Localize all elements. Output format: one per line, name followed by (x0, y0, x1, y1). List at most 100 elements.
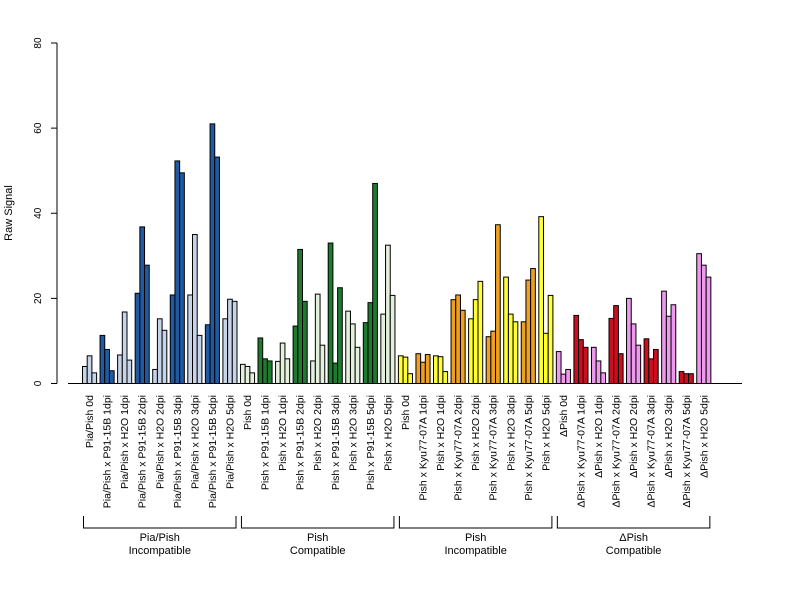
bar (231, 300, 238, 384)
x-tick-label: ΔPish 0d (558, 395, 570, 437)
bar (661, 290, 667, 384)
y-tick-label: 0 (33, 380, 44, 386)
bar (420, 361, 426, 384)
bar (332, 362, 339, 385)
bar (450, 299, 457, 385)
group-bracket (240, 516, 395, 529)
bar (459, 309, 466, 385)
bar (503, 276, 509, 384)
bar (678, 371, 685, 384)
x-tick-label: Pish 0d (242, 395, 254, 430)
x-tick-label: Pish x P91-15B 5dpi (365, 395, 377, 490)
bar (683, 373, 690, 385)
bar (555, 351, 562, 384)
group-label-line1: Pish (307, 532, 328, 544)
x-tick-label: Pish x Kyu77-07A 1dpi (418, 395, 430, 501)
bar (472, 299, 479, 385)
bar (538, 216, 544, 384)
bar (530, 268, 536, 384)
x-tick-label: Pish x H2O 1dpi (435, 395, 447, 471)
bar (512, 321, 519, 384)
bar (705, 276, 712, 384)
bar (385, 244, 391, 384)
bar (275, 360, 281, 384)
x-tick-label: ΔPish x Kyu77-07A 2dpi (611, 395, 623, 508)
bar (397, 355, 404, 385)
y-tick-label: 40 (33, 207, 44, 219)
group-label-line1: Pia/Pish (140, 532, 180, 544)
group-bracket (398, 516, 553, 529)
bar (239, 363, 246, 384)
y-tick-label: 80 (33, 37, 44, 49)
bar (204, 324, 211, 385)
bar (349, 323, 356, 385)
bar (560, 373, 567, 385)
x-tick-label: Pish x P91-15B 2dpi (295, 395, 307, 490)
bar (362, 322, 369, 384)
bar (630, 323, 637, 385)
bar (139, 226, 146, 384)
x-tick-label: Pia/Pish x P91-15B 5dpi (207, 395, 219, 508)
bar (543, 332, 549, 384)
y-axis-label: Raw Signal (3, 185, 15, 241)
bar (192, 234, 198, 384)
x-tick-label: Pia/Pish x P91-15B 1dpi (102, 395, 114, 508)
bar (424, 354, 431, 384)
bar (617, 353, 624, 384)
bar (670, 304, 677, 384)
bar (700, 264, 707, 384)
bars (82, 123, 712, 385)
x-tick-label: ΔPish x H2O 3dpi (663, 395, 675, 478)
bar (595, 360, 602, 384)
x-tick-label: Pish x H2O 3dpi (347, 395, 359, 471)
bar (108, 370, 115, 385)
bar (86, 355, 93, 385)
x-tick-label: ΔPish x H2O 2dpi (628, 395, 640, 478)
bar (314, 293, 321, 384)
bar (227, 298, 233, 385)
bar (485, 336, 492, 384)
group-label-line2: Compatible (290, 545, 346, 557)
bar (179, 172, 185, 384)
bar (468, 318, 474, 384)
bar (187, 294, 194, 384)
y-axis: 0 20 40 60 80 (33, 37, 58, 386)
bar (284, 358, 291, 385)
bar (389, 294, 396, 385)
bar (319, 344, 326, 385)
x-tick-label: Pish x H2O 5dpi (540, 395, 552, 471)
bar (327, 242, 334, 384)
x-tick-label: ΔPish x Kyu77-07A 5dpi (681, 395, 693, 508)
bar (337, 287, 343, 384)
bar (578, 339, 584, 384)
bar (648, 358, 654, 385)
bar (174, 160, 181, 384)
group-label-line1: Pish (465, 532, 486, 544)
bar (99, 334, 106, 385)
bar (626, 297, 632, 384)
x-tick-label: ΔPish x H2O 5dpi (698, 395, 710, 478)
bar (565, 368, 571, 385)
group-label-line2: Incompatible (129, 545, 191, 557)
bar (104, 348, 110, 385)
y-tick-label: 20 (33, 292, 44, 304)
group-label-line2: Incompatible (444, 545, 506, 557)
x-tick-label: Pia/Pish x H2O 3dpi (189, 395, 201, 489)
bar (433, 355, 439, 385)
bar (415, 353, 422, 384)
group-brackets: Pia/PishIncompatiblePishCompatiblePishIn… (83, 516, 711, 557)
x-tick-label: Pish x P91-15B 3dpi (330, 395, 342, 490)
bar (547, 294, 554, 385)
bar (477, 280, 484, 385)
bar (380, 313, 387, 385)
bar (156, 318, 163, 384)
x-tick-label: Pish x P91-15B 1dpi (260, 395, 272, 490)
bar (525, 279, 532, 384)
x-tick-label: Pia/Pish x H2O 5dpi (224, 395, 236, 489)
bar (354, 346, 361, 384)
bar (345, 310, 351, 384)
bar (520, 321, 527, 384)
bar (244, 365, 251, 385)
x-tick-label: Pish x Kyu77-07A 2dpi (453, 395, 465, 501)
